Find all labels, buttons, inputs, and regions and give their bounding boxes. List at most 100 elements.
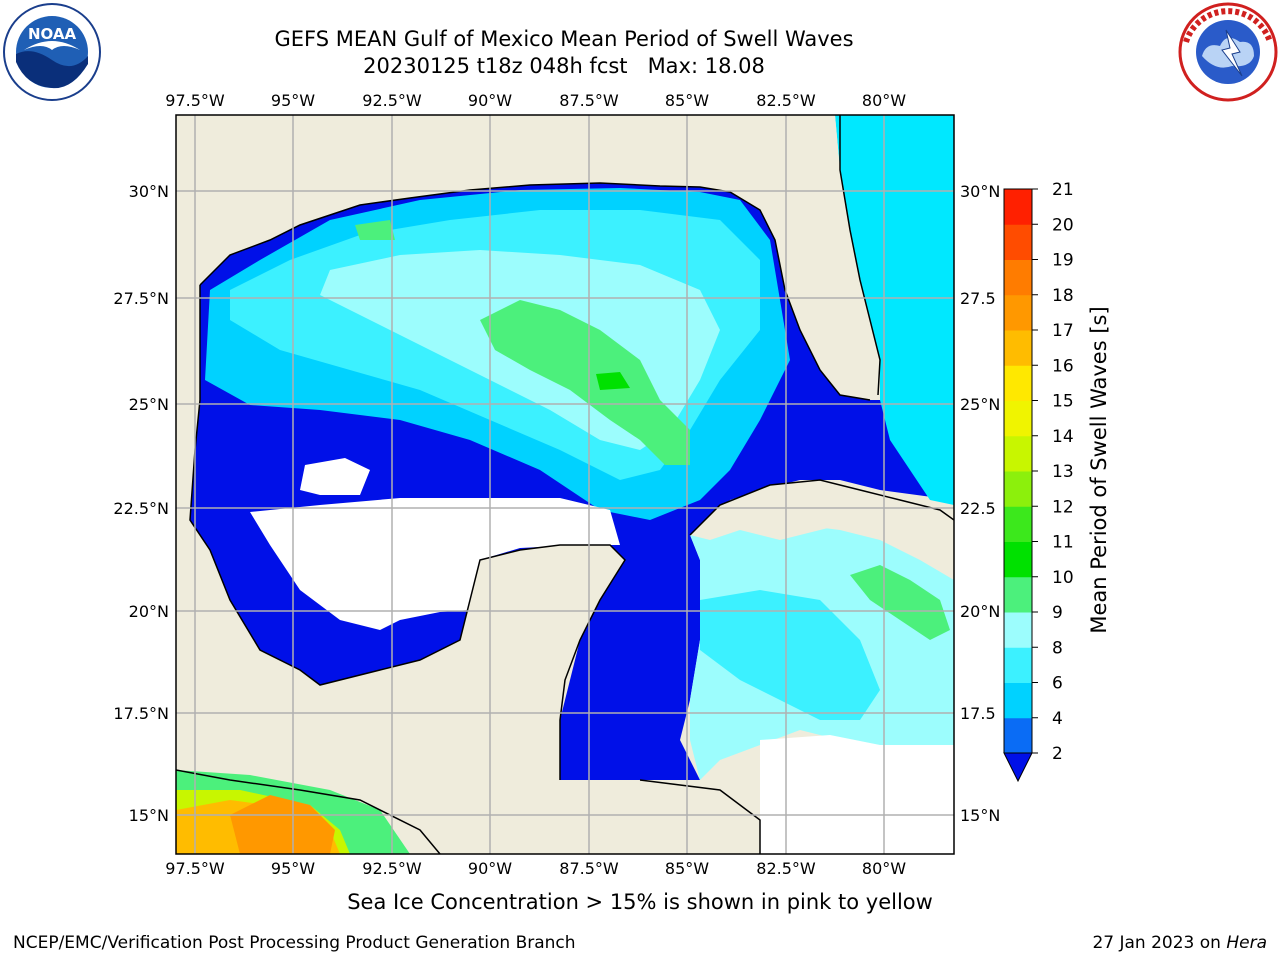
colorbar-tick-label: 9 [1052, 603, 1063, 623]
lon-label: 87.5°W [559, 859, 619, 878]
lat-label: 22.5 [960, 499, 996, 518]
noaa-logo-icon: NOAA [3, 3, 101, 101]
lon-label: 95°W [271, 859, 315, 878]
swell-core-9s-b [355, 220, 395, 240]
colorbar-tick-label: 21 [1052, 180, 1074, 200]
colorbar: 2 4 6 8 9 10 11 12 13 14 15 16 17 18 19 20 21 [1003, 180, 1074, 783]
colorbar-tick-label: 10 [1052, 568, 1074, 588]
lon-label: 87.5°W [559, 91, 619, 110]
swell-core-9s-c [850, 565, 950, 640]
footer-date: 27 Jan 2023 on Hera [1092, 933, 1267, 953]
colorbar-segment [1004, 506, 1032, 542]
florida-land [760, 115, 880, 395]
footer-date-text: 27 Jan 2023 on [1092, 933, 1227, 953]
colorbar-segment [1004, 541, 1032, 578]
colorbar-segment [1004, 224, 1032, 260]
caribbean-band-6s [700, 590, 880, 720]
lon-label: 90°W [468, 859, 512, 878]
footer-branch: NCEP/EMC/Verification Post Processing Pr… [13, 933, 576, 953]
colorbar-tick-label: 14 [1052, 427, 1074, 447]
lon-label: 82.5°W [756, 859, 816, 878]
lat-labels-left: 30°N 27.5°N 25°N 22.5°N 20°N 17.5°N 15°N [113, 182, 169, 825]
colorbar-tick-label: 17 [1052, 321, 1074, 341]
map-frame [175, 114, 955, 855]
lat-label: 15°N [129, 806, 169, 825]
colorbar-tick-label: 8 [1052, 638, 1063, 658]
no-data-region-2 [300, 458, 370, 495]
swell-core-10s [596, 372, 630, 390]
lat-label: 17.5°N [113, 704, 169, 723]
lat-label: 25°N [129, 395, 169, 414]
colorbar-segment [1004, 682, 1032, 719]
colorbar-label: Mean Period of Swell Waves [s] [1087, 306, 1111, 633]
footer-host: Hera [1226, 933, 1267, 953]
lon-label: 97.5°W [165, 859, 225, 878]
atlantic-water [835, 115, 954, 505]
colorbar-tick-label: 2 [1052, 744, 1063, 764]
colorbar-segment [1004, 471, 1032, 507]
colorbar-segment [1004, 365, 1032, 401]
lon-label: 97.5°W [165, 91, 225, 110]
colorbar-segment [1004, 294, 1032, 331]
lat-label: 30°N [129, 182, 169, 201]
lat-label: 20°N [960, 602, 1000, 621]
lon-label: 92.5°W [362, 91, 422, 110]
lon-labels-top: 97.5°W 95°W 92.5°W 90°W 87.5°W 85°W 82.5… [165, 91, 906, 110]
no-data-region [250, 498, 620, 630]
swell-core-9s [480, 300, 690, 465]
colorbar-segment [1004, 647, 1032, 683]
colorbar-tick-label: 13 [1052, 462, 1074, 482]
lat-label: 27.5°N [113, 289, 169, 308]
gulf-coastline [199, 182, 871, 401]
central-america-coastline [176, 769, 441, 854]
colorbar-segment [1004, 259, 1032, 296]
chart-title: GEFS MEAN Gulf of Mexico Mean Period of … [0, 26, 1128, 80]
lon-label: 95°W [271, 91, 315, 110]
colorbar-tick-label: 15 [1052, 392, 1074, 412]
colorbar-tick-label: 11 [1052, 533, 1074, 553]
pacific-band-17s [230, 795, 335, 854]
lon-label: 80°W [862, 91, 906, 110]
colorbar-tick-label: 6 [1052, 674, 1063, 694]
lon-labels-bottom: 97.5°W 95°W 92.5°W 90°W 87.5°W 85°W 82.5… [165, 859, 906, 878]
lon-label: 82.5°W [756, 91, 816, 110]
nws-logo-icon [1178, 2, 1278, 102]
lon-label: 92.5°W [362, 859, 422, 878]
lat-label: 27.5 [960, 289, 996, 308]
no-data-region-3 [760, 735, 954, 854]
lat-labels-right: 30°N 27.5 25°N 22.5 20°N 17.5 15°N [960, 182, 1000, 825]
colorbar-tick-label: 19 [1052, 251, 1074, 271]
yucatan-land [380, 545, 760, 854]
colorbar-extend-arrow [1003, 752, 1033, 783]
colorbar-segment [1004, 435, 1032, 472]
colorbar-tick-label: 18 [1052, 286, 1074, 306]
colorbar-segment [1004, 612, 1032, 648]
colorbar-tick-label: 12 [1052, 497, 1074, 517]
colorbar-tick-label: 16 [1052, 356, 1074, 376]
honduras-coastline [639, 779, 761, 854]
lon-label: 90°W [468, 91, 512, 110]
gridlines [176, 115, 954, 854]
colorbar-segment [1004, 330, 1032, 366]
title-line-2: 20230125 t18z 048h fcst Max: 18.08 [363, 54, 765, 78]
colorbar-segment [1004, 400, 1032, 437]
lat-label: 20°N [129, 602, 169, 621]
lat-label: 25°N [960, 395, 1000, 414]
lon-label: 85°W [665, 859, 709, 878]
lat-label: 15°N [960, 806, 1000, 825]
lat-label: 30°N [960, 182, 1000, 201]
title-line-1: GEFS MEAN Gulf of Mexico Mean Period of … [274, 27, 854, 51]
colorbar-segment [1004, 189, 1032, 225]
lon-label: 85°W [665, 91, 709, 110]
lat-label: 17.5 [960, 704, 996, 723]
lon-label: 80°W [862, 859, 906, 878]
florida-coastline [839, 115, 881, 396]
colorbar-tick-label: 4 [1052, 709, 1063, 729]
colorbar-segment [1004, 576, 1032, 613]
colorbar-tick-label: 20 [1052, 215, 1074, 235]
lat-label: 22.5°N [113, 499, 169, 518]
colorbar-segment [1004, 717, 1032, 754]
sea-ice-note: Sea Ice Concentration > 15% is shown in … [347, 890, 933, 914]
cuba-land [690, 480, 954, 540]
